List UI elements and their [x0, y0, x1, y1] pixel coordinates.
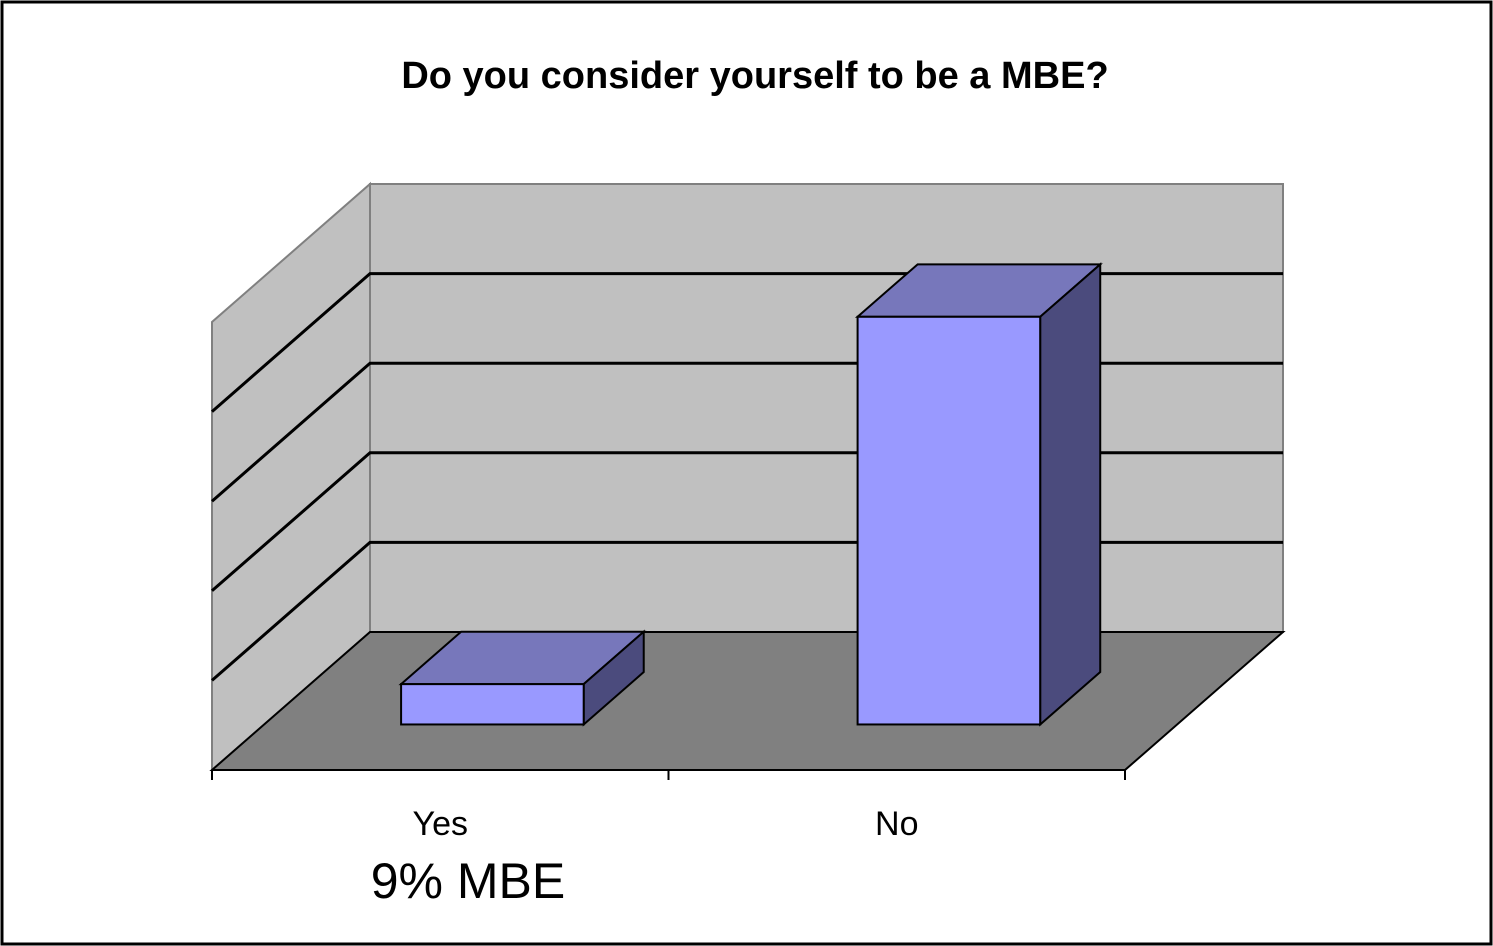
x-tick-label: Yes [413, 805, 468, 843]
bar-side [1039, 262, 1102, 727]
floor [209, 631, 1286, 771]
bar [400, 683, 585, 726]
bar [856, 315, 1042, 726]
annotation: 9% MBE [371, 853, 566, 909]
chart-title: Do you consider yourself to be a MBE? [401, 55, 1108, 97]
x-tick-label: No [875, 805, 918, 843]
back-wall [369, 183, 1284, 633]
